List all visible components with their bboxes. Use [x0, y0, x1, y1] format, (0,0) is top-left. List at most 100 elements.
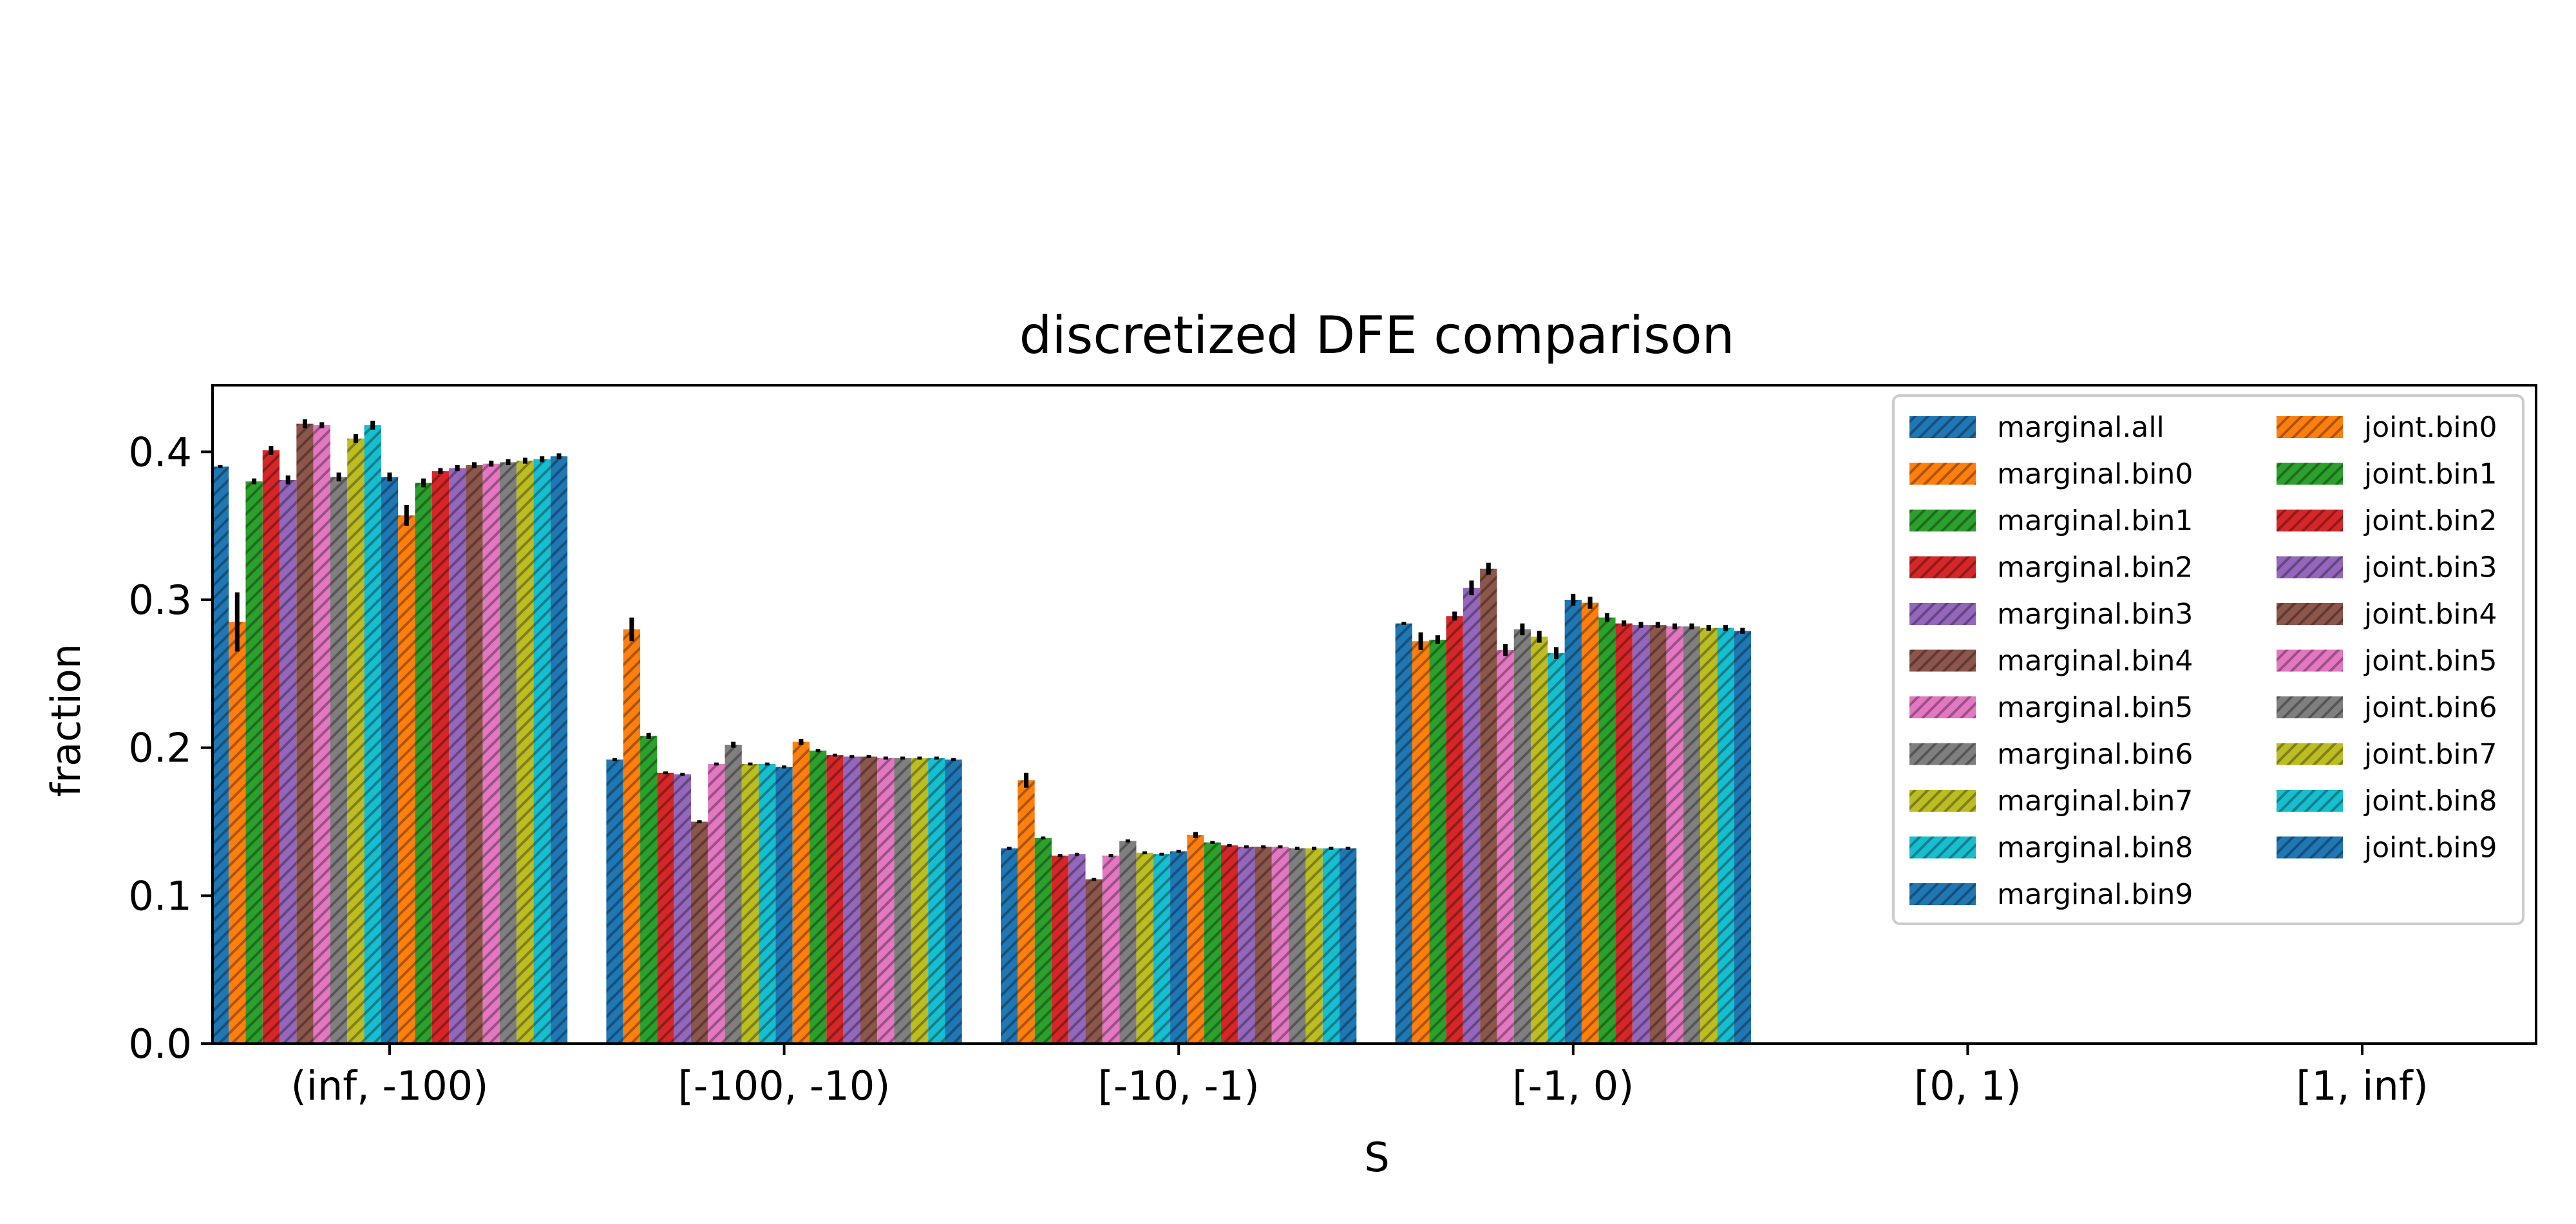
- bar-marginal-bin5-cat3: [1497, 650, 1514, 1044]
- legend-label-marginal-bin0: marginal.bin0: [1997, 458, 2193, 491]
- bar-joint-bin3-cat0: [449, 468, 466, 1044]
- bar-joint-bin5-cat1: [877, 758, 895, 1044]
- chart-title: discretized DFE comparison: [1019, 305, 1735, 365]
- x-tick-label-3: [-1, 0): [1512, 1062, 1634, 1109]
- legend-swatch-joint-bin5: [2277, 649, 2343, 672]
- bar-marginal-bin3-cat0: [279, 479, 297, 1044]
- bar-marginal-all-cat3: [1395, 623, 1412, 1044]
- axes-layer: 0.0 0.1 0.2 0.3 0.4 (inf, -100) [-100, -10) [-1…: [128, 384, 2537, 1109]
- bar-joint-bin6-cat2: [1289, 848, 1306, 1044]
- bar-joint-bin2-cat2: [1220, 845, 1238, 1044]
- x-axis-label: S: [1364, 1134, 1389, 1181]
- bar-marginal-bin9-cat0: [381, 477, 399, 1044]
- bar-joint-bin0-cat0: [398, 515, 415, 1044]
- legend-swatch-marginal-bin7: [1909, 790, 1976, 812]
- bar-joint-bin4-cat0: [466, 465, 483, 1044]
- bar-joint-bin6-cat0: [499, 462, 517, 1044]
- bar-joint-bin1-cat0: [415, 483, 432, 1044]
- legend-label-joint-bin5: joint.bin5: [2363, 645, 2497, 678]
- bar-marginal-bin2-cat2: [1051, 856, 1069, 1044]
- bar-joint-bin9-cat1: [945, 760, 962, 1044]
- bar-joint-bin8-cat0: [533, 459, 551, 1044]
- legend-swatch-joint-bin0: [2277, 416, 2343, 438]
- legend-label-marginal-bin1: marginal.bin1: [1997, 504, 2193, 537]
- bar-marginal-bin2-cat1: [657, 772, 674, 1044]
- legend-swatch-marginal-bin4: [1909, 649, 1976, 672]
- bar-marginal-bin2-cat0: [262, 450, 280, 1044]
- legend-swatch-joint-bin6: [2277, 696, 2343, 718]
- legend-swatch-joint-bin3: [2277, 556, 2343, 579]
- bar-joint-bin0-cat3: [1581, 602, 1599, 1044]
- legend-label-marginal-bin4: marginal.bin4: [1997, 645, 2193, 678]
- legend-swatch-marginal-bin0: [1909, 463, 1976, 485]
- bar-joint-bin2-cat0: [431, 471, 450, 1044]
- legend-label-marginal-bin6: marginal.bin6: [1997, 738, 2193, 771]
- x-tick-label-4: [0, 1): [1914, 1062, 2022, 1109]
- x-tick-label-1: [-100, -10): [678, 1062, 891, 1109]
- bar-joint-bin9-cat3: [1734, 631, 1751, 1044]
- bar-joint-bin7-cat2: [1305, 848, 1323, 1044]
- bar-marginal-bin9-cat1: [775, 767, 793, 1044]
- bar-marginal-bin5-cat0: [313, 425, 330, 1044]
- bar-joint-bin6-cat1: [894, 758, 911, 1044]
- bar-marginal-bin6-cat2: [1119, 841, 1137, 1044]
- legend-label-joint-bin9: joint.bin9: [2363, 832, 2497, 865]
- legend-label-joint-bin1: joint.bin1: [2363, 458, 2497, 491]
- bar-marginal-bin6-cat0: [330, 477, 348, 1044]
- bar-marginal-bin6-cat1: [724, 745, 742, 1044]
- bar-marginal-bin9-cat2: [1170, 851, 1188, 1044]
- legend-swatch-marginal-bin2: [1909, 556, 1976, 579]
- bar-joint-bin9-cat0: [550, 456, 568, 1044]
- bar-marginal-bin2-cat3: [1446, 616, 1463, 1044]
- bars-layer: [211, 423, 1751, 1044]
- bar-joint-bin1-cat3: [1598, 617, 1616, 1044]
- bar-joint-bin6-cat3: [1683, 626, 1701, 1044]
- bar-joint-bin4-cat1: [860, 756, 878, 1044]
- bar-joint-bin7-cat0: [516, 461, 534, 1044]
- bar-joint-bin1-cat1: [810, 751, 827, 1044]
- legend: marginal.all marginal.bin0 marginal.bin1 ma…: [1892, 394, 2524, 925]
- bar-marginal-bin0-cat3: [1412, 641, 1430, 1044]
- legend-label-joint-bin6: joint.bin6: [2363, 691, 2497, 724]
- bar-marginal-bin9-cat3: [1564, 600, 1582, 1044]
- bar-marginal-bin3-cat2: [1068, 854, 1086, 1044]
- bar-joint-bin8-cat1: [928, 758, 945, 1044]
- legend-swatch-marginal-bin5: [1909, 696, 1976, 718]
- bar-joint-bin4-cat3: [1649, 625, 1667, 1044]
- y-tick-label-4: 0.4: [128, 428, 192, 475]
- bar-joint-bin3-cat2: [1238, 846, 1255, 1044]
- legend-swatch-marginal-bin9: [1909, 883, 1976, 905]
- legend-swatch-joint-bin2: [2277, 510, 2343, 531]
- x-tick-label-0: (inf, -100): [291, 1062, 489, 1109]
- bar-marginal-bin8-cat1: [759, 763, 776, 1044]
- bar-marginal-all-cat2: [1001, 848, 1018, 1044]
- bar-joint-bin7-cat3: [1700, 627, 1718, 1044]
- bar-marginal-bin0-cat2: [1018, 780, 1035, 1044]
- legend-label-marginal-bin8: marginal.bin8: [1997, 832, 2193, 865]
- bar-joint-bin0-cat2: [1187, 835, 1204, 1044]
- bar-joint-bin3-cat1: [843, 756, 860, 1044]
- bar-marginal-bin3-cat3: [1463, 588, 1481, 1044]
- errorbars-layer: [218, 419, 1745, 881]
- bar-marginal-bin1-cat2: [1034, 837, 1052, 1044]
- bar-marginal-bin1-cat3: [1429, 640, 1446, 1044]
- bar-marginal-all-cat0: [211, 466, 229, 1044]
- legend-swatch-marginal-bin3: [1909, 603, 1976, 625]
- bar-marginal-bin4-cat0: [296, 423, 314, 1044]
- y-tick-label-1: 0.1: [128, 872, 192, 919]
- bar-joint-bin0-cat1: [792, 741, 810, 1044]
- legend-swatch-joint-bin1: [2277, 463, 2343, 485]
- y-tick-label-0: 0.0: [128, 1020, 192, 1067]
- legend-label-marginal-bin3: marginal.bin3: [1997, 598, 2193, 631]
- bar-marginal-bin1-cat1: [640, 736, 658, 1044]
- legend-label-marginal-bin7: marginal.bin7: [1997, 785, 2193, 818]
- bar-marginal-bin4-cat2: [1085, 879, 1103, 1044]
- bar-marginal-bin4-cat3: [1480, 568, 1497, 1044]
- bar-marginal-bin7-cat0: [347, 438, 365, 1044]
- legend-label-marginal-bin9: marginal.bin9: [1997, 878, 2193, 911]
- plot-frame: [211, 384, 2537, 1045]
- legend-swatch-joint-bin9: [2277, 836, 2343, 859]
- bar-joint-bin5-cat3: [1666, 626, 1683, 1044]
- legend-swatch-marginal-all: [1909, 416, 1976, 438]
